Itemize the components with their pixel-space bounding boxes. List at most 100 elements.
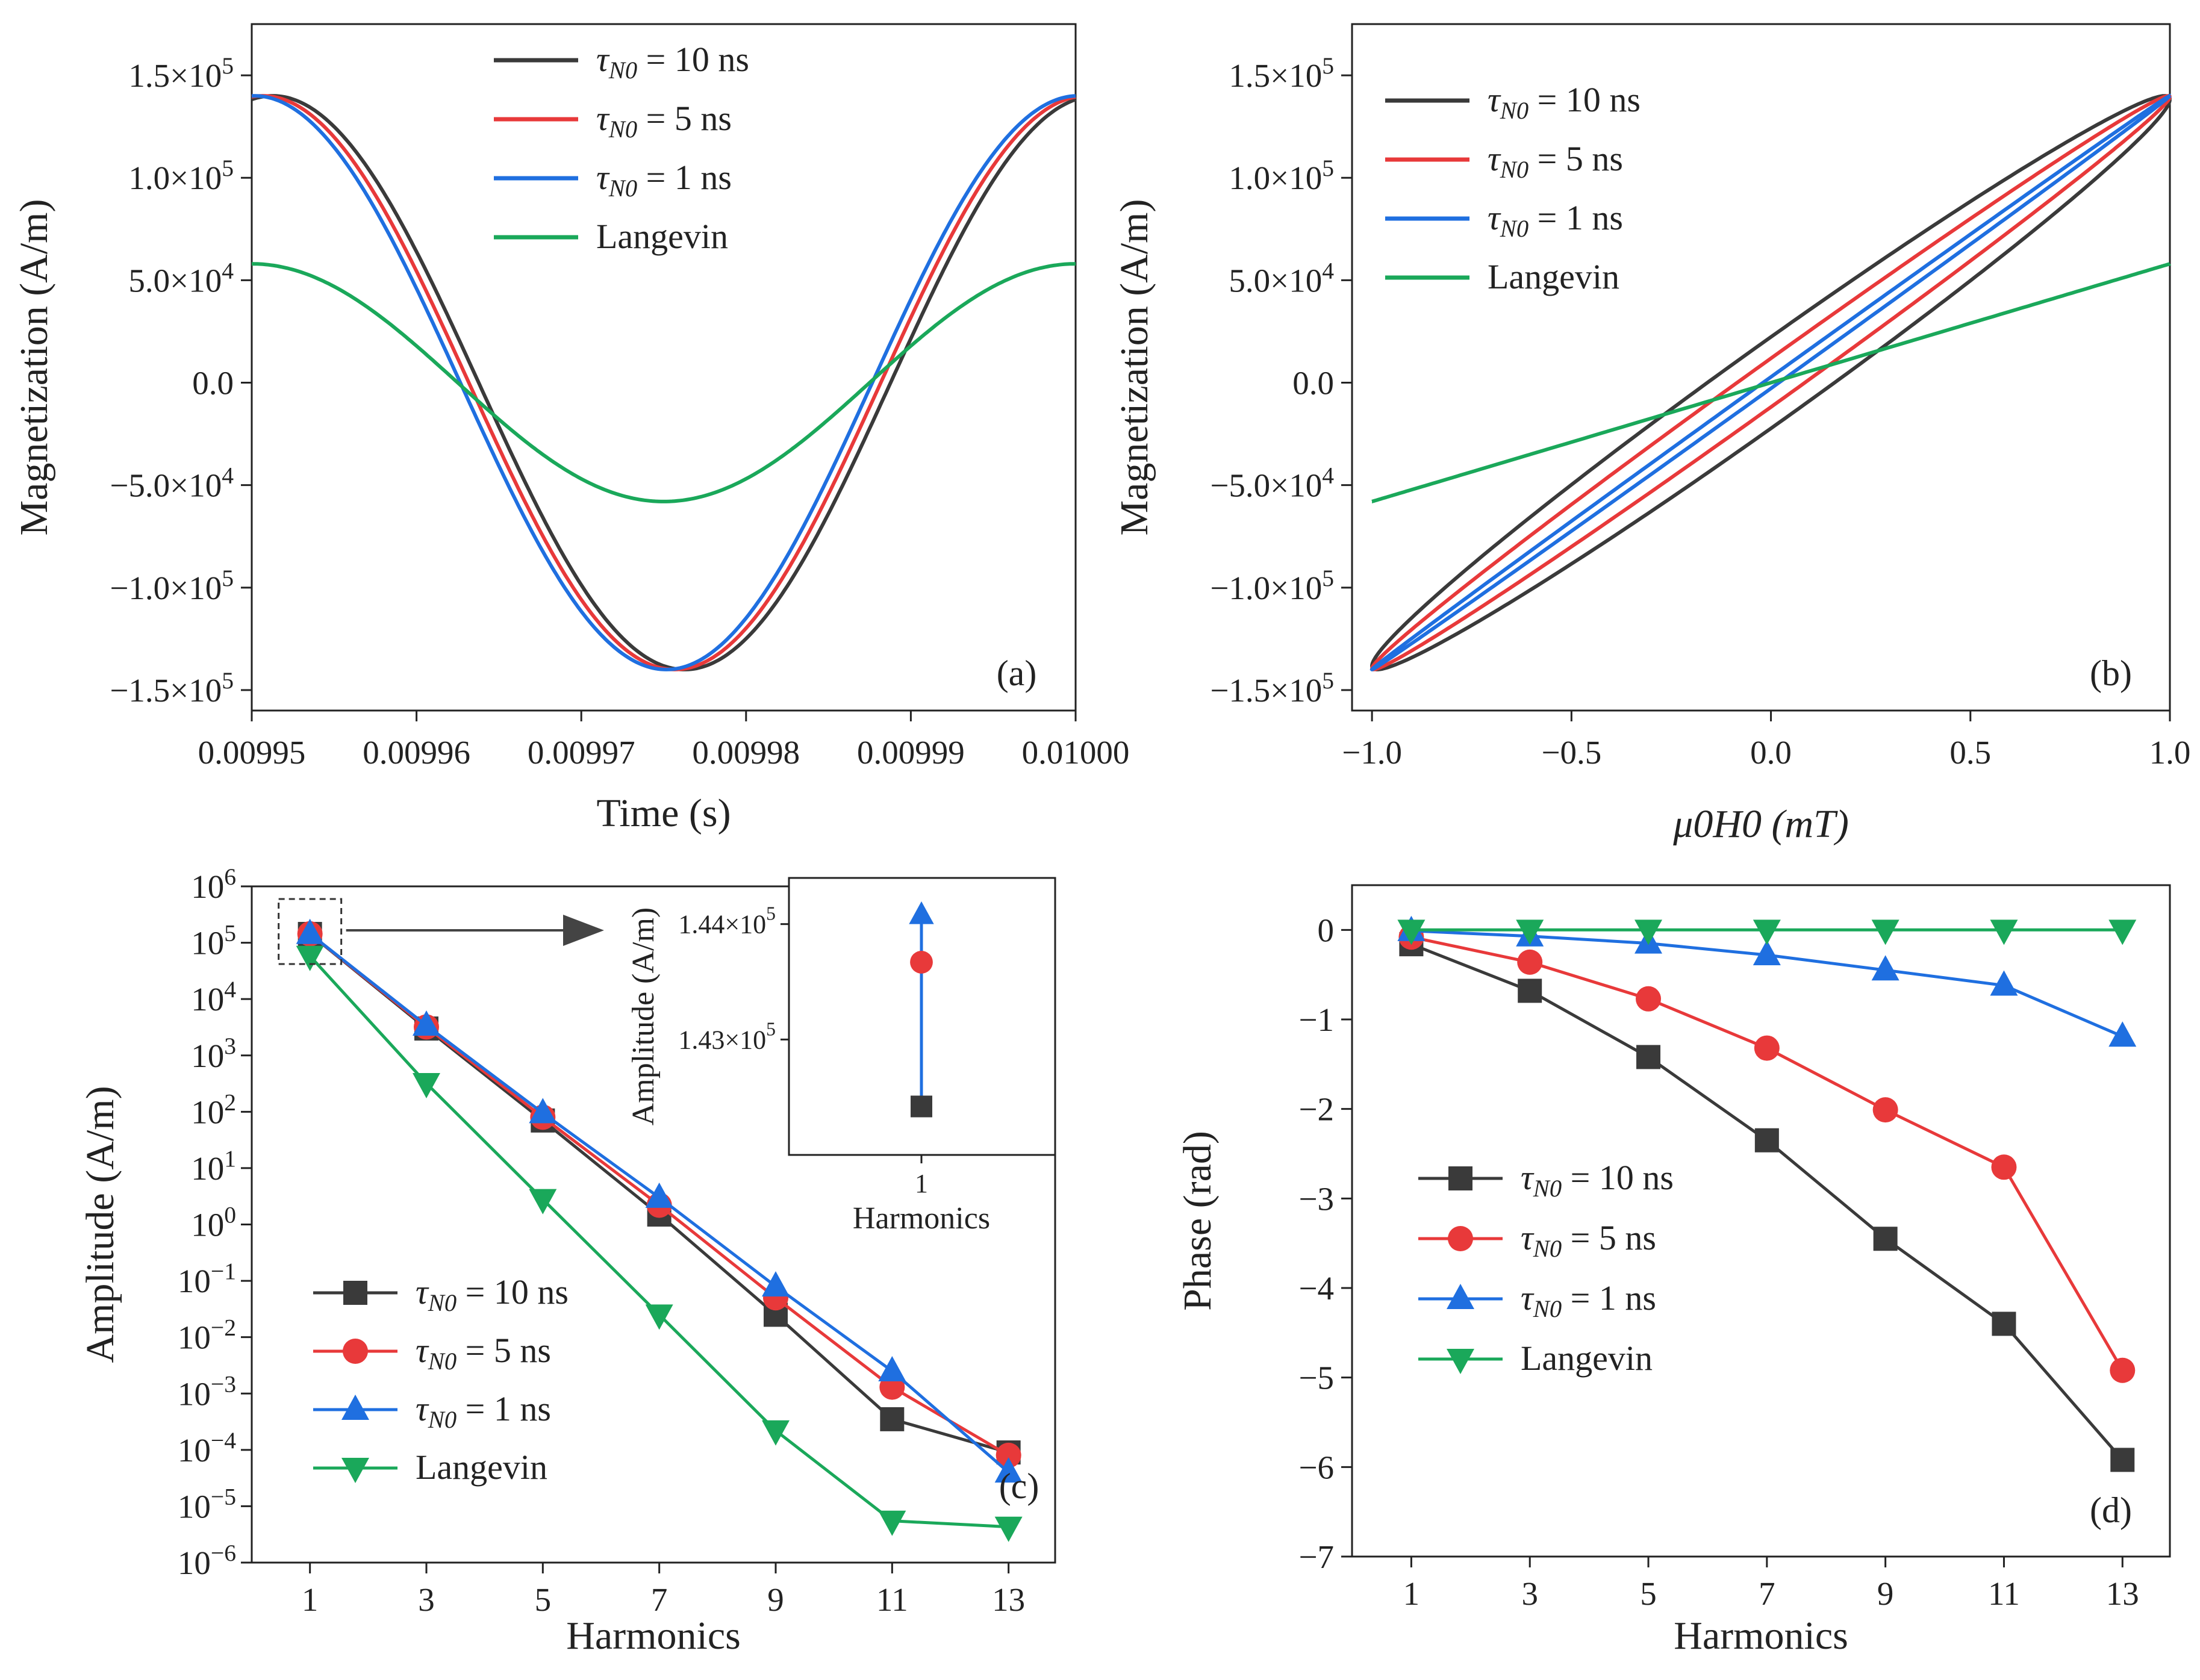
y-tick-label-c-base: 10 xyxy=(191,1150,224,1187)
data-point-c xyxy=(413,1010,440,1036)
y-tick-label-d: −1 xyxy=(1298,1001,1334,1038)
y-axis-label-a: Magnetization (A/m) xyxy=(12,199,56,535)
x-tick-label-a: 0.00997 xyxy=(528,734,635,771)
tau-symbol: τ xyxy=(596,40,610,79)
inset-data-point xyxy=(909,901,934,924)
legend-marker-d xyxy=(1448,1226,1473,1251)
tau-subscript: N0 xyxy=(608,116,637,143)
x-tick-label-b: 1.0 xyxy=(2149,734,2191,771)
data-point-d xyxy=(1397,919,1426,945)
y-tick-label-a-base: 5.0×10 xyxy=(128,262,222,299)
y-tick-label-a-exp: 5 xyxy=(222,565,234,591)
legend-value: = 1 ns xyxy=(457,1389,551,1428)
y-tick-label-a-exp: 4 xyxy=(222,257,234,284)
inset-data-point xyxy=(911,1095,932,1118)
y-tick-label-c-base: 10 xyxy=(178,1488,211,1525)
tau-subscript: N0 xyxy=(608,175,637,202)
inset-data-point xyxy=(910,951,933,974)
y-tick-label-a-exp: 5 xyxy=(222,155,234,181)
legend-marker-d xyxy=(1447,1349,1474,1374)
x-tick-label-b: 0.0 xyxy=(1750,734,1792,771)
panel-label-b: (b) xyxy=(2090,653,2132,693)
series-loop-b-2 xyxy=(1370,93,2172,671)
y-tick-label-c-base: 10 xyxy=(178,1319,211,1356)
tau-symbol: τ xyxy=(416,1331,429,1370)
legend-marker-d xyxy=(1447,1284,1474,1309)
series-line-a-0 xyxy=(251,94,1077,671)
data-point-c xyxy=(645,1304,673,1330)
data-point-d xyxy=(1753,919,1781,945)
x-tick-label-d: 1 xyxy=(1403,1575,1420,1612)
y-tick-label-c-base: 10 xyxy=(178,1263,211,1299)
legend-label-c: τN0 = 1 ns xyxy=(416,1389,551,1433)
y-tick-label-b: 1.0×105 xyxy=(1229,155,1334,196)
x-axis-label-c: Harmonics xyxy=(566,1614,741,1658)
data-point-d xyxy=(1754,1128,1779,1153)
data-point-d xyxy=(1636,986,1662,1012)
y-tick-label-c: 10−3 xyxy=(178,1370,236,1412)
tau-subscript: N0 xyxy=(608,57,637,84)
y-tick-label-b-exp: 5 xyxy=(1322,565,1334,591)
legend-value: = 10 ns xyxy=(457,1272,569,1311)
y-tick-label-a-base: −5.0×10 xyxy=(110,467,222,504)
legend-label-d: τN0 = 5 ns xyxy=(1521,1218,1656,1262)
y-axis-label-c: Amplitude (A/m) xyxy=(78,1086,122,1363)
y-tick-label-b: −1.5×105 xyxy=(1210,667,1334,709)
inset-y-tick-label-base: 1.44×10 xyxy=(678,910,766,939)
legend-label-b: τN0 = 10 ns xyxy=(1488,80,1641,124)
data-point-c xyxy=(645,1182,673,1208)
legend-label-a: Langevin xyxy=(596,217,728,256)
y-tick-label-b-base: −1.0×10 xyxy=(1210,570,1322,606)
y-tick-label-b-exp: 4 xyxy=(1322,257,1334,284)
tau-symbol: τ xyxy=(1521,1218,1535,1257)
y-tick-label-c-exp: 2 xyxy=(224,1089,236,1115)
y-tick-label-b-exp: 5 xyxy=(1322,667,1334,694)
data-point-d xyxy=(1992,1311,2016,1336)
tau-subscript: N0 xyxy=(1533,1235,1562,1262)
x-tick-label-c: 3 xyxy=(418,1581,435,1618)
inset-y-axis-label: Amplitude (A/m) xyxy=(626,907,661,1126)
data-point-d xyxy=(1990,919,2018,945)
y-tick-label-c: 101 xyxy=(191,1145,236,1187)
x-tick-label-c: 9 xyxy=(767,1581,784,1618)
tau-subscript: N0 xyxy=(1500,215,1528,242)
x-tick-label-d: 5 xyxy=(1640,1575,1657,1612)
y-tick-label-c: 10−2 xyxy=(178,1314,236,1356)
x-tick-label-c: 1 xyxy=(302,1581,319,1618)
y-tick-label-b: 1.5×105 xyxy=(1229,52,1334,94)
y-tick-label-c-exp: −1 xyxy=(211,1258,236,1284)
legend-value: = 5 ns xyxy=(1562,1218,1656,1257)
x-tick-label-c: 7 xyxy=(651,1581,668,1618)
legend-marker-c xyxy=(341,1458,369,1483)
y-tick-label-d: −5 xyxy=(1298,1360,1334,1396)
data-point-c xyxy=(413,1073,440,1099)
y-tick-label-d: −6 xyxy=(1298,1449,1334,1486)
y-tick-label-d: −7 xyxy=(1298,1538,1334,1575)
tau-symbol: τ xyxy=(596,99,610,138)
y-tick-label-c-exp: 3 xyxy=(224,1033,236,1059)
legend-label-c: τN0 = 5 ns xyxy=(416,1331,551,1375)
data-point-c xyxy=(762,1271,790,1297)
y-tick-label-d: −2 xyxy=(1298,1091,1334,1128)
data-point-d xyxy=(1991,1154,2017,1180)
y-tick-label-a: −1.5×105 xyxy=(110,667,234,709)
zoom-arrow-head xyxy=(563,915,604,947)
y-tick-label-b: −1.0×105 xyxy=(1210,565,1334,606)
y-tick-label-a-exp: 5 xyxy=(222,667,234,694)
panel-label-d: (d) xyxy=(2090,1490,2132,1530)
x-axis-label-b: μ0H0 (mT) xyxy=(1672,802,1849,846)
y-tick-label-c: 104 xyxy=(191,976,236,1018)
x-tick-label-d: 7 xyxy=(1759,1575,1775,1612)
y-axis-label-b: Magnetization (A/m) xyxy=(1112,199,1156,535)
y-tick-label-a-base: −1.0×10 xyxy=(110,570,222,606)
y-tick-label-a-exp: 4 xyxy=(222,462,234,489)
x-tick-label-c: 13 xyxy=(992,1581,1025,1618)
legend-label-d: τN0 = 1 ns xyxy=(1521,1278,1656,1322)
tau-symbol: τ xyxy=(416,1389,429,1428)
data-point-c xyxy=(878,1356,906,1382)
inset-y-tick-label-exp: 5 xyxy=(766,1018,776,1039)
tau-symbol: τ xyxy=(1521,1158,1535,1197)
legend-marker-c xyxy=(343,1281,367,1305)
